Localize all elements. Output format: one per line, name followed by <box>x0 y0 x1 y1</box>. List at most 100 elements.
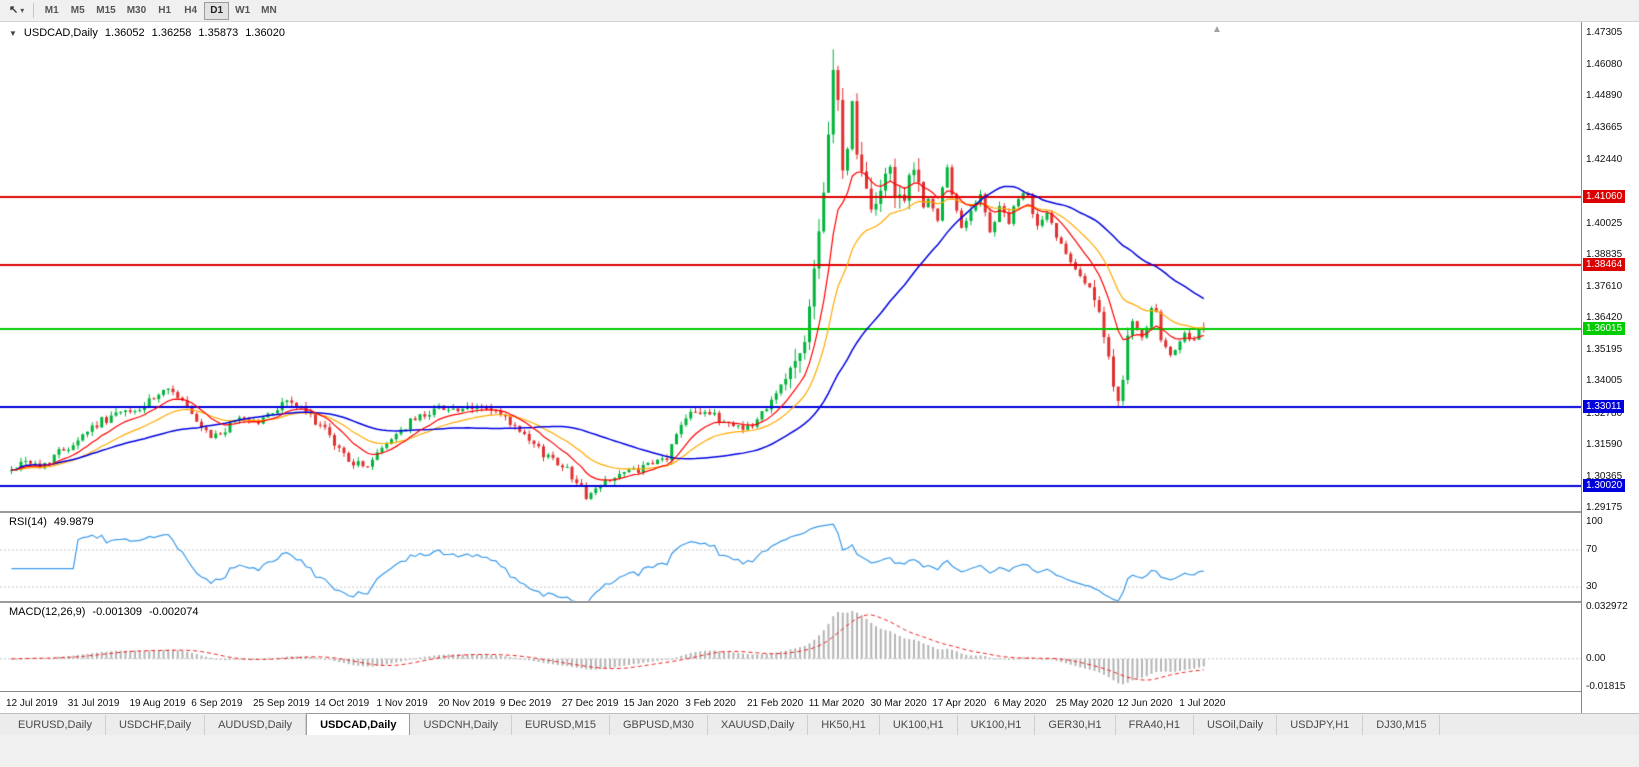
price-axis-label: 1.29175 <box>1586 501 1623 513</box>
chart-tab-1-usdchf-daily[interactable]: USDCHF,Daily <box>106 715 206 735</box>
chart-canvas[interactable] <box>0 22 1581 691</box>
price-axis-label: 1.37610 <box>1586 281 1623 292</box>
time-axis[interactable]: 12 Jul 2019 31 Jul 2019 19 Aug 2019 6 Sep 2… <box>0 691 1581 713</box>
chart-tab-0-eurusd-daily[interactable]: EURUSD,Daily <box>5 715 106 735</box>
price-axis-label: 1.42440 <box>1586 154 1623 166</box>
time-axis-label: 1 Nov 2019 <box>376 698 428 709</box>
rsi-scale-label: 100 <box>1586 516 1603 528</box>
price-axis-label: 1.31590 <box>1586 438 1623 450</box>
time-axis-label: 6 Sep 2019 <box>191 698 243 709</box>
price-level-badge: 1.41060 <box>1583 189 1626 203</box>
timeframe-button-h4[interactable]: H4 <box>178 2 203 20</box>
one-click-trading-icon[interactable]: ▼ <box>9 28 17 38</box>
price-axis-label: 1.43665 <box>1586 122 1623 134</box>
timeframe-toolbar: ↖ ▾ M1 M5 M15 M30 H1 H4 D1 W1 MN <box>0 0 1639 22</box>
macd-value-signal: -0.002074 <box>148 606 199 618</box>
chart-ohlc-readout: ▼ USDCAD,Daily 1.36052 1.36258 1.35873 1… <box>9 27 285 39</box>
time-axis-label: 21 Feb 2020 <box>747 698 804 709</box>
time-axis-label: 14 Oct 2019 <box>314 698 370 709</box>
time-axis-label: 1 Jul 2020 <box>1179 698 1226 709</box>
chart-tab-12-fra40-h1[interactable]: FRA40,H1 <box>1116 715 1194 735</box>
rsi-scale-label: 70 <box>1586 544 1598 556</box>
chart-tab-bar: EURUSD,Daily USDCHF,Daily AUDUSD,Daily USDC… <box>0 713 1639 735</box>
price-axis-label: 1.30365 <box>1586 470 1623 482</box>
price-axis-label: 1.34005 <box>1586 375 1623 387</box>
chart-tab-14-usdjpy-h1[interactable]: USDJPY,H1 <box>1277 715 1364 735</box>
time-axis-label: 27 Dec 2019 <box>561 698 619 709</box>
macd-indicator-label: MACD(12,26,9) -0.001309 -0.002074 <box>9 606 199 618</box>
chart-tab-15-dj30-m15[interactable]: DJ30,M15 <box>1363 715 1441 735</box>
chart-tab-4-usdcnh-daily[interactable]: USDCNH,Daily <box>410 715 513 735</box>
macd-scale-label: -0.01815 <box>1586 681 1626 693</box>
timeframe-button-mn[interactable]: MN <box>256 2 282 20</box>
chart-tab-9-uk100-h1[interactable]: UK100,H1 <box>880 715 958 735</box>
rsi-name: RSI(14) <box>9 516 47 528</box>
price-level-badge: 1.30020 <box>1583 478 1626 492</box>
chart-tab-13-usoil-daily[interactable]: USOil,Daily <box>1194 715 1278 735</box>
ohlc-high: 1.36258 <box>151 27 192 39</box>
macd-pane-separator[interactable] <box>0 601 1639 603</box>
price-axis-label: 1.46080 <box>1586 59 1623 71</box>
ohlc-open: 1.36052 <box>104 27 145 39</box>
time-axis-label: 31 Jul 2019 <box>67 698 120 709</box>
rsi-indicator-label: RSI(14) 49.9879 <box>9 516 94 528</box>
cursor-icon: ↖ <box>9 4 19 16</box>
price-axis-label: 1.35195 <box>1586 344 1623 356</box>
chart-tab-2-audusd-daily[interactable]: AUDUSD,Daily <box>205 715 307 735</box>
chart-tab-11-ger30-h1[interactable]: GER30,H1 <box>1035 715 1116 735</box>
chevron-down-icon: ▾ <box>20 6 25 15</box>
price-level-badge: 1.38464 <box>1583 257 1626 271</box>
rsi-scale-label: 30 <box>1586 581 1598 593</box>
timeframe-button-d1[interactable]: D1 <box>204 1 230 20</box>
chart-tab-3-usdcad-daily[interactable]: USDCAD,Daily <box>306 713 411 735</box>
time-axis-label: 6 May 2020 <box>994 698 1047 709</box>
macd-scale-label: 0.032972 <box>1586 600 1628 612</box>
time-axis-label: 9 Dec 2019 <box>500 698 552 709</box>
time-axis-label: 30 Mar 2020 <box>870 698 927 709</box>
chart-tab-7-xauusd-daily[interactable]: XAUUSD,Daily <box>708 715 809 735</box>
price-level-badge: 1.36015 <box>1583 321 1626 335</box>
timeframe-button-h1[interactable]: H1 <box>152 2 177 20</box>
price-axis[interactable]: 1.47305 1.46080 1.44890 1.43665 1.42440 1.400… <box>1581 22 1639 713</box>
rsi-value: 49.9879 <box>53 516 94 528</box>
macd-name: MACD(12,26,9) <box>9 606 86 618</box>
time-axis-label: 15 Jan 2020 <box>623 698 679 709</box>
chart-window: ▼ USDCAD,Daily 1.36052 1.36258 1.35873 1… <box>0 22 1639 713</box>
chart-shift-marker-icon[interactable]: ▲ <box>1212 24 1222 35</box>
price-axis-label: 1.40025 <box>1586 217 1623 229</box>
price-level-badge: 1.33011 <box>1583 400 1625 414</box>
time-axis-label: 20 Nov 2019 <box>438 698 495 709</box>
time-axis-label: 17 Apr 2020 <box>932 698 987 709</box>
price-axis-label: 1.38835 <box>1586 248 1623 260</box>
cursor-tool-dropdown[interactable]: ↖ ▾ <box>5 1 28 21</box>
timeframe-button-m1[interactable]: M1 <box>39 2 64 20</box>
toolbar-separator <box>33 3 35 18</box>
time-axis-label: 19 Aug 2019 <box>129 698 186 709</box>
time-axis-label: 11 Mar 2020 <box>808 698 865 709</box>
time-axis-label: 12 Jun 2020 <box>1117 698 1173 709</box>
time-axis-label: 12 Jul 2019 <box>6 698 58 709</box>
timeframe-button-m30[interactable]: M30 <box>122 2 151 20</box>
price-axis-label: 1.47305 <box>1586 27 1623 38</box>
time-axis-label: 25 Sep 2019 <box>253 698 310 709</box>
timeframe-button-m15[interactable]: M15 <box>91 2 120 20</box>
time-axis-label: 3 Feb 2020 <box>685 698 736 709</box>
chart-tab-8-hk50-h1[interactable]: HK50,H1 <box>808 715 880 735</box>
timeframe-button-w1[interactable]: W1 <box>230 2 255 20</box>
status-bar <box>0 735 1639 767</box>
ohlc-close: 1.36020 <box>245 27 285 39</box>
chart-tab-5-eurusd-m15[interactable]: EURUSD,M15 <box>512 715 610 735</box>
chart-tab-10-uk100-h1[interactable]: UK100,H1 <box>958 715 1036 735</box>
chart-symbol-label: USDCAD,Daily <box>23 27 98 39</box>
ohlc-low: 1.35873 <box>198 27 239 39</box>
rsi-pane-separator[interactable] <box>0 511 1639 513</box>
macd-scale-label: 0.00 <box>1586 652 1606 664</box>
price-axis-label: 1.36420 <box>1586 312 1623 324</box>
chart-tab-6-gbpusd-m30[interactable]: GBPUSD,M30 <box>610 715 708 735</box>
timeframe-button-m5[interactable]: M5 <box>65 2 90 20</box>
macd-value-main: -0.001309 <box>92 606 142 618</box>
time-axis-label: 25 May 2020 <box>1055 698 1114 709</box>
price-axis-label: 1.44890 <box>1586 90 1623 102</box>
timeframe-buttons: M1 M5 M15 M30 H1 H4 D1 W1 MN <box>39 1 282 20</box>
